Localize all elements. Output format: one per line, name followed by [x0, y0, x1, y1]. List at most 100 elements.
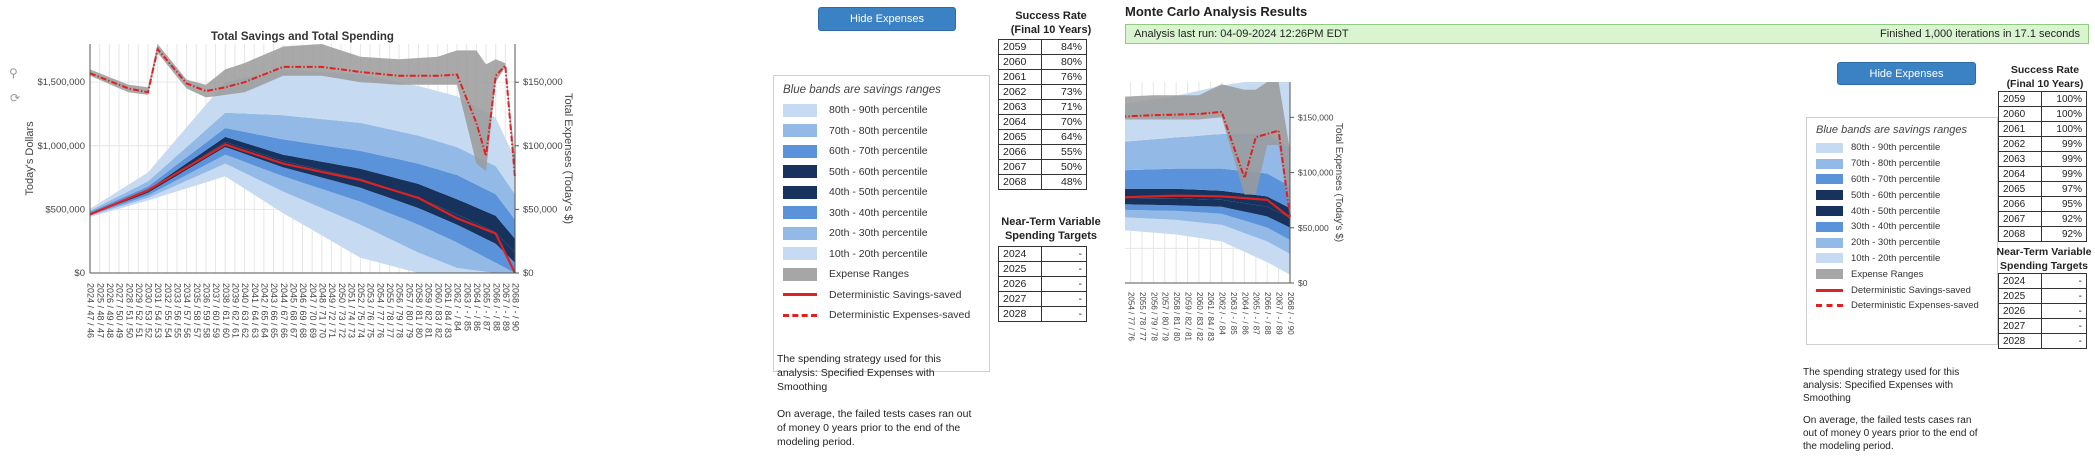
x-tick-label: 2047 / 70 / 69 [308, 283, 318, 338]
legend-item[interactable]: Deterministic Expenses-saved [1807, 298, 1997, 314]
value-cell: 100% [2041, 91, 2087, 107]
legend-swatch [783, 144, 817, 158]
hide-expenses-button[interactable]: Hide Expenses [818, 7, 956, 31]
year-cell: 2064 [998, 114, 1042, 130]
x-tick-label: 2041 / 64 / 63 [250, 283, 260, 338]
legend-item[interactable]: 80th - 90th percentile [774, 100, 989, 121]
legend-item[interactable]: 10th - 20th percentile [774, 244, 989, 265]
legend-swatch [1816, 158, 1843, 169]
run-status-bar: Analysis last run: 04-09-2024 12:26PM ED… [1125, 24, 2089, 44]
spending-targets-table-2: 2024-2025-2026-2027-2028- [1998, 273, 2087, 349]
value-cell: - [2041, 318, 2087, 334]
y2-axis-label: Total Expenses (Today's $) [1333, 123, 1344, 242]
table-row: 2025- [1998, 288, 2087, 304]
legend-label: 40th - 50th percentile [829, 186, 928, 199]
value-cell: 100% [2041, 106, 2087, 122]
y2-tick-label: $100,000 [523, 141, 563, 152]
y2-tick-label: $100,000 [1298, 168, 1334, 178]
legend-item[interactable]: 20th - 30th percentile [1807, 235, 1997, 251]
legend-item[interactable]: 50th - 60th percentile [1807, 187, 1997, 203]
x-tick-label: 2064 / - / 86 [472, 283, 482, 331]
legend-item[interactable]: 40th - 50th percentile [1807, 203, 1997, 219]
table-row: 2063 99% [1998, 151, 2087, 167]
value-cell: 99% [2041, 151, 2087, 167]
reset-zoom-icon[interactable]: ⟳ [10, 91, 21, 105]
year-cell: 2061 [998, 69, 1042, 85]
x-tick-label: 2037 / 60 / 59 [211, 283, 221, 338]
year-cell: 2028 [1998, 333, 2042, 349]
legend-item[interactable]: 30th - 40th percentile [1807, 219, 1997, 235]
x-tick-label: 2063 / - / 85 [462, 283, 472, 331]
failed-note: On average, the failed tests cases ran o… [777, 408, 972, 448]
deterministic-savings-line [89, 143, 516, 274]
year-cell: 2060 [998, 54, 1042, 70]
legend-swatch [1816, 190, 1843, 201]
x-tick-label: 2058 / 81 / 80 [1172, 292, 1181, 341]
table-row: 2024- [998, 246, 1087, 262]
percentile-band [90, 142, 515, 263]
zoom-icon[interactable]: ⚲ [9, 66, 18, 80]
year-cell: 2026 [998, 276, 1042, 292]
table-row: 2026- [998, 276, 1087, 292]
x-tick-label: 2039 / 62 / 61 [231, 283, 241, 338]
year-cell: 2068 [1998, 226, 2042, 242]
y2-tick-label: $0 [523, 268, 534, 279]
legend-item[interactable]: 80th - 90th percentile [1807, 140, 1997, 156]
legend-swatch [1816, 288, 1843, 292]
legend-item[interactable]: Deterministic Expenses-saved [774, 305, 989, 326]
legend-item[interactable]: 30th - 40th percentile [774, 203, 989, 224]
percentile-band [1125, 197, 1290, 228]
y-tick-label: $1,000,000 [37, 141, 85, 152]
x-tick-label: 2065 / - / 87 [1252, 292, 1261, 335]
hide-expenses-button-2[interactable]: Hide Expenses [1837, 62, 1976, 85]
value-cell: 76% [1041, 69, 1087, 85]
value-cell: 100% [2041, 121, 2087, 137]
year-cell: 2062 [998, 84, 1042, 100]
x-tick-label: 2058 / 81 / 80 [414, 283, 424, 338]
legend-label: 10th - 20th percentile [1851, 252, 1941, 264]
panel-right: Monte Carlo Analysis Results Analysis la… [1125, 0, 2095, 463]
x-tick-label: 2029 / 52 / 51 [134, 283, 144, 338]
table-row: 2063 71% [998, 99, 1087, 115]
legend-item[interactable]: 40th - 50th percentile [774, 182, 989, 203]
year-cell: 2065 [998, 129, 1042, 145]
percentile-band [90, 112, 515, 220]
value-cell: - [1041, 261, 1087, 277]
legend-swatch [1816, 142, 1843, 153]
year-cell: 2063 [1998, 151, 2042, 167]
legend-label: Expense Ranges [1851, 268, 1924, 280]
percentile-band [1125, 217, 1290, 275]
legend-item[interactable]: Deterministic Savings-saved [774, 285, 989, 306]
legend-item[interactable]: 70th - 80th percentile [1807, 156, 1997, 172]
x-tick-label: 2055 / 78 / 77 [385, 283, 395, 338]
legend-item[interactable]: Expense Ranges [774, 264, 989, 285]
legend-item[interactable]: Expense Ranges [1807, 266, 1997, 282]
legend-item[interactable]: 20th - 30th percentile [774, 223, 989, 244]
expense-range-band [1125, 82, 1290, 217]
legend-swatch [783, 206, 817, 220]
legend-item[interactable]: Deterministic Savings-saved [1807, 282, 1997, 298]
year-cell: 2066 [998, 144, 1042, 160]
legend-item[interactable]: 10th - 20th percentile [1807, 251, 1997, 267]
success-rate-title-line1: Success Rate [1015, 10, 1087, 22]
x-tick-label: 2035 / 58 / 57 [192, 283, 202, 338]
value-cell: 71% [1041, 99, 1087, 115]
legend-item[interactable]: 70th - 80th percentile [774, 121, 989, 142]
table-row: 2025- [998, 261, 1087, 277]
table-row: 2067 92% [1998, 211, 2087, 227]
legend-item[interactable]: 60th - 70th percentile [774, 141, 989, 162]
x-tick-label: 2068 / - / 90 [1286, 292, 1295, 335]
legend-label: 50th - 60th percentile [1851, 189, 1941, 201]
table-row: 2067 50% [998, 159, 1087, 175]
legend-label: Deterministic Expenses-saved [1851, 300, 1979, 312]
legend-label: 20th - 30th percentile [829, 227, 928, 240]
x-tick-label: 2034 / 57 / 56 [182, 283, 192, 338]
value-cell: 92% [2041, 211, 2087, 227]
y-axis-label: Today's Dollars [24, 121, 36, 196]
value-cell: - [2041, 333, 2087, 349]
percentile-band [90, 128, 515, 239]
legend-item[interactable]: 60th - 70th percentile [1807, 172, 1997, 188]
table-row: 2062 99% [1998, 136, 2087, 152]
success-rate-title-2-line1: Success Rate [2010, 64, 2080, 76]
legend-item[interactable]: 50th - 60th percentile [774, 162, 989, 183]
